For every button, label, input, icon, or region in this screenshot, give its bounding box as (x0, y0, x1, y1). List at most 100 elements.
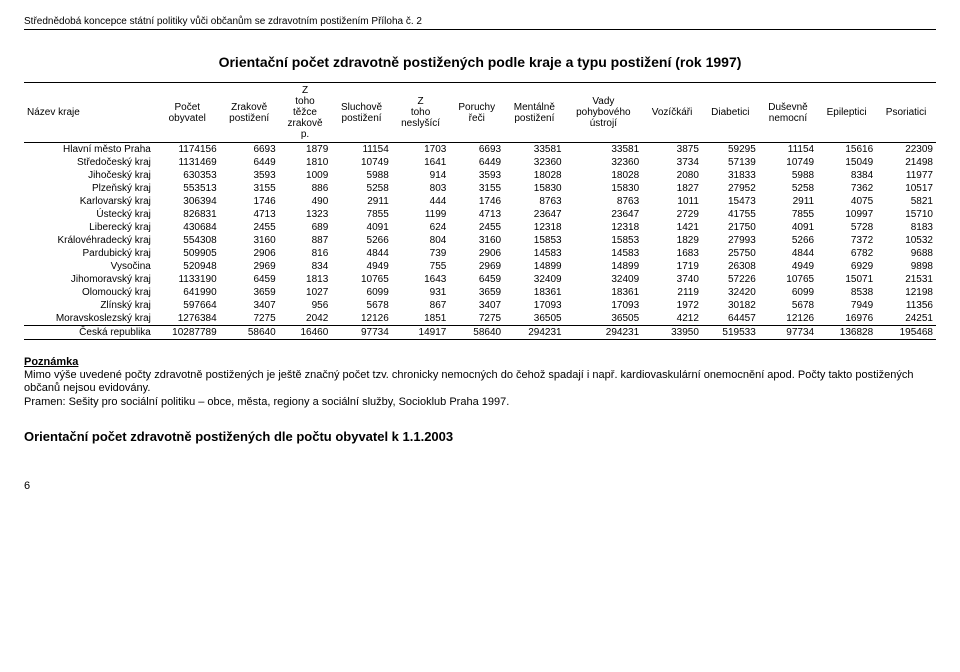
cell: 1011 (642, 195, 702, 208)
cell: 12126 (759, 312, 817, 326)
cell: 630353 (155, 169, 220, 182)
table-row: Vysočina52094829698344949755296914899148… (24, 260, 936, 273)
cell: 16460 (279, 326, 332, 340)
cell: 520948 (155, 260, 220, 273)
cell: 10287789 (155, 326, 220, 340)
cell: 5988 (331, 169, 391, 182)
column-header: Zrakověpostižení (220, 83, 279, 143)
cell: 2911 (759, 195, 817, 208)
cell: 8183 (876, 221, 936, 234)
cell: 14899 (504, 260, 564, 273)
cell: 2729 (642, 208, 702, 221)
cell: 2906 (449, 247, 504, 260)
cell: 1027 (279, 286, 332, 299)
cell: 10765 (759, 273, 817, 286)
cell: 3734 (642, 156, 702, 169)
cell: 2042 (279, 312, 332, 326)
cell: 4212 (642, 312, 702, 326)
cell: 7949 (817, 299, 876, 312)
cell: 23647 (565, 208, 643, 221)
row-name: Česká republika (24, 326, 155, 340)
cell: 3407 (449, 299, 504, 312)
cell: 17093 (565, 299, 643, 312)
cell: 5266 (331, 234, 391, 247)
cell: 23647 (504, 208, 564, 221)
column-header: Psoriatici (876, 83, 936, 143)
cell: 8763 (504, 195, 564, 208)
cell: 4949 (759, 260, 817, 273)
cell: 21531 (876, 273, 936, 286)
cell: 17093 (504, 299, 564, 312)
cell: 15853 (565, 234, 643, 247)
cell: 755 (392, 260, 450, 273)
cell: 15616 (817, 143, 876, 157)
cell: 9898 (876, 260, 936, 273)
table-body: Hlavní město Praha1174156669318791115417… (24, 143, 936, 340)
cell: 57226 (702, 273, 759, 286)
column-header: Diabetici (702, 83, 759, 143)
cell: 32360 (565, 156, 643, 169)
cell: 3160 (220, 234, 279, 247)
table-row: Jihočeský kraj63035335931009598891435931… (24, 169, 936, 182)
cell: 10749 (759, 156, 817, 169)
cell: 1421 (642, 221, 702, 234)
cell: 867 (392, 299, 450, 312)
cell: 12198 (876, 286, 936, 299)
cell: 32360 (504, 156, 564, 169)
cell: 3875 (642, 143, 702, 157)
column-header: Početobyvatel (155, 83, 220, 143)
cell: 22309 (876, 143, 936, 157)
column-header: Ztohoneslyšící (392, 83, 450, 143)
doc-header: Střednědobá koncepce státní politiky vůč… (24, 16, 936, 30)
cell: 32409 (565, 273, 643, 286)
cell: 509905 (155, 247, 220, 260)
cell: 3155 (220, 182, 279, 195)
cell: 36505 (504, 312, 564, 326)
cell: 886 (279, 182, 332, 195)
cell: 15830 (504, 182, 564, 195)
cell: 5821 (876, 195, 936, 208)
cell: 554308 (155, 234, 220, 247)
cell: 5728 (817, 221, 876, 234)
cell: 14899 (565, 260, 643, 273)
cell: 4713 (220, 208, 279, 221)
cell: 10997 (817, 208, 876, 221)
cell: 1174156 (155, 143, 220, 157)
cell: 3407 (220, 299, 279, 312)
cell: 4713 (449, 208, 504, 221)
cell: 1810 (279, 156, 332, 169)
column-header: Poruchyřeči (449, 83, 504, 143)
cell: 6449 (220, 156, 279, 169)
cell: 1683 (642, 247, 702, 260)
cell: 3740 (642, 273, 702, 286)
cell: 7855 (759, 208, 817, 221)
cell: 36505 (565, 312, 643, 326)
table-row: Ústecký kraj8268314713132378551199471323… (24, 208, 936, 221)
cell: 7372 (817, 234, 876, 247)
cell: 1746 (220, 195, 279, 208)
cell: 6459 (449, 273, 504, 286)
cell: 41755 (702, 208, 759, 221)
cell: 624 (392, 221, 450, 234)
cell: 5258 (331, 182, 391, 195)
cell: 1323 (279, 208, 332, 221)
cell: 5678 (759, 299, 817, 312)
cell: 4844 (331, 247, 391, 260)
cell: 931 (392, 286, 450, 299)
cell: 15473 (702, 195, 759, 208)
cell: 31833 (702, 169, 759, 182)
cell: 58640 (220, 326, 279, 340)
cell: 12318 (504, 221, 564, 234)
cell: 11356 (876, 299, 936, 312)
cell: 2969 (220, 260, 279, 273)
cell: 1133190 (155, 273, 220, 286)
row-name: Vysočina (24, 260, 155, 273)
cell: 9688 (876, 247, 936, 260)
cell: 5266 (759, 234, 817, 247)
column-header: Mentálněpostižení (504, 83, 564, 143)
cell: 6782 (817, 247, 876, 260)
cell: 1851 (392, 312, 450, 326)
cell: 7855 (331, 208, 391, 221)
note-title: Poznámka (24, 356, 78, 368)
cell: 7275 (449, 312, 504, 326)
